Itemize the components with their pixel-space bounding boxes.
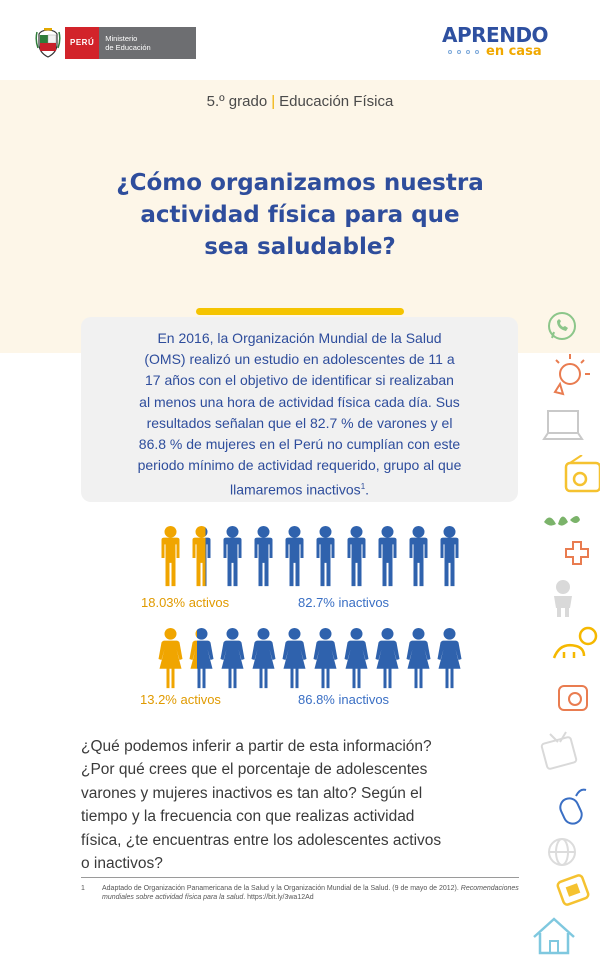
separator: | bbox=[271, 93, 276, 110]
question-line: ¿Qué podemos inferir a partir de esta in… bbox=[81, 738, 432, 755]
plant-icon bbox=[544, 516, 580, 526]
tv-icon bbox=[540, 731, 578, 770]
female-figure bbox=[282, 628, 307, 689]
logo-dots bbox=[448, 50, 479, 54]
accent-bar bbox=[196, 308, 404, 315]
female-figure bbox=[344, 628, 369, 689]
female-figure bbox=[375, 628, 400, 689]
footnote-divider bbox=[81, 877, 519, 878]
tablet-icon bbox=[556, 874, 590, 906]
title-line: ¿Cómo organizamos nuestra bbox=[116, 170, 484, 196]
info-line: (OMS) realizó un estudio en adolescentes… bbox=[144, 351, 455, 368]
radio-icon bbox=[564, 455, 600, 493]
footnote-source-title: Recomendaciones mundiales sobre activida… bbox=[102, 885, 519, 901]
male-figure bbox=[161, 526, 180, 587]
male-figure bbox=[347, 526, 366, 587]
female-figure bbox=[437, 628, 462, 689]
male-figure bbox=[316, 526, 335, 587]
header-band bbox=[0, 80, 600, 353]
male-figure bbox=[409, 526, 428, 587]
females-figures bbox=[158, 628, 462, 689]
peru-government-logo: PERÚ Ministerio de Educación bbox=[35, 27, 197, 59]
male-figure bbox=[192, 526, 211, 587]
ministry-line-1: Ministerio bbox=[105, 34, 138, 43]
males-active-label: 18.03% activos bbox=[141, 595, 230, 610]
coat-of-arms-icon bbox=[35, 28, 61, 58]
camera-icon bbox=[558, 685, 588, 711]
page-title: ¿Cómo organizamos nuestra actividad físi… bbox=[70, 167, 530, 263]
male-figure bbox=[223, 526, 242, 587]
lightbulb-icon bbox=[553, 354, 590, 396]
info-line: En 2016, la Organización Mundial de la S… bbox=[157, 330, 442, 346]
ministry-label: Ministerio de Educación bbox=[99, 27, 197, 59]
info-line: al menos una hora de actividad física ca… bbox=[139, 393, 460, 410]
footnote-mark: 1 bbox=[360, 482, 366, 492]
footnote: 1 Adaptado de Organización Panamericana … bbox=[81, 884, 519, 902]
male-figure bbox=[285, 526, 304, 587]
laptop-icon bbox=[542, 410, 584, 440]
info-line: periodo mínimo de actividad requerido, g… bbox=[137, 457, 462, 474]
female-figure bbox=[220, 628, 245, 689]
grade-label: 5.º grado bbox=[206, 93, 268, 110]
info-line: llamaremos inactivos1. bbox=[229, 482, 370, 499]
study-info-box: En 2016, la Organización Mundial de la S… bbox=[81, 317, 518, 502]
child-icon bbox=[554, 580, 572, 617]
female-figure bbox=[158, 628, 183, 689]
health-cross-icon bbox=[565, 541, 589, 565]
mouse-icon bbox=[559, 788, 587, 825]
subject-label: Educación Física bbox=[279, 93, 394, 110]
ministry-line-2: de Educación bbox=[105, 43, 151, 52]
whatsapp-icon bbox=[548, 312, 576, 340]
grade-subject-line: 5.º grado | Educación Física bbox=[0, 93, 600, 110]
question-line: física, ¿te encuentras entre los adolesc… bbox=[81, 831, 442, 849]
female-figure bbox=[251, 628, 276, 689]
males-figures bbox=[161, 526, 459, 587]
female-figure bbox=[189, 628, 214, 689]
footnote-number: 1 bbox=[81, 885, 85, 892]
female-figure bbox=[406, 628, 431, 689]
males-pictogram bbox=[155, 526, 465, 588]
home-icon bbox=[533, 917, 575, 955]
en-casa-word: en casa bbox=[486, 44, 542, 59]
reflection-questions: ¿Qué podemos inferir a partir de esta in… bbox=[81, 735, 526, 875]
females-active-label: 13.2% activos bbox=[140, 692, 221, 707]
title-line: actividad física para que bbox=[140, 202, 460, 228]
male-figure bbox=[378, 526, 397, 587]
globe-icon bbox=[548, 838, 576, 866]
peru-label: PERÚ bbox=[65, 27, 100, 59]
question-line: o inactivos? bbox=[81, 855, 163, 873]
females-pictogram bbox=[155, 628, 465, 690]
aprendo-word: APRENDO bbox=[442, 23, 549, 47]
question-line: varones y mujeres inactivos es tan alto?… bbox=[81, 784, 423, 802]
info-line: 17 años con el objetivo de identificar s… bbox=[145, 372, 454, 389]
females-inactive-label: 86.8% inactivos bbox=[298, 692, 390, 707]
male-figure bbox=[440, 526, 459, 587]
aprendo-en-casa-logo: APRENDO en casa bbox=[442, 24, 567, 64]
question-line: tiempo y la frecuencia con que realizas … bbox=[81, 808, 415, 826]
female-figure bbox=[313, 628, 338, 689]
males-inactive-label: 82.7% inactivos bbox=[298, 595, 390, 610]
info-line: 86.8 % de mujeres en el Perú no cumplían… bbox=[138, 436, 461, 453]
title-line: sea saludable? bbox=[204, 234, 396, 260]
male-figure bbox=[254, 526, 273, 587]
question-line: ¿Por qué crees que el porcentaje de adol… bbox=[81, 761, 428, 779]
info-line: resultados señalan que el 82.7 % de varo… bbox=[146, 414, 453, 431]
footnote-text: Adaptado de Organización Panamericana de… bbox=[102, 885, 519, 901]
monkey-icon bbox=[552, 626, 598, 659]
